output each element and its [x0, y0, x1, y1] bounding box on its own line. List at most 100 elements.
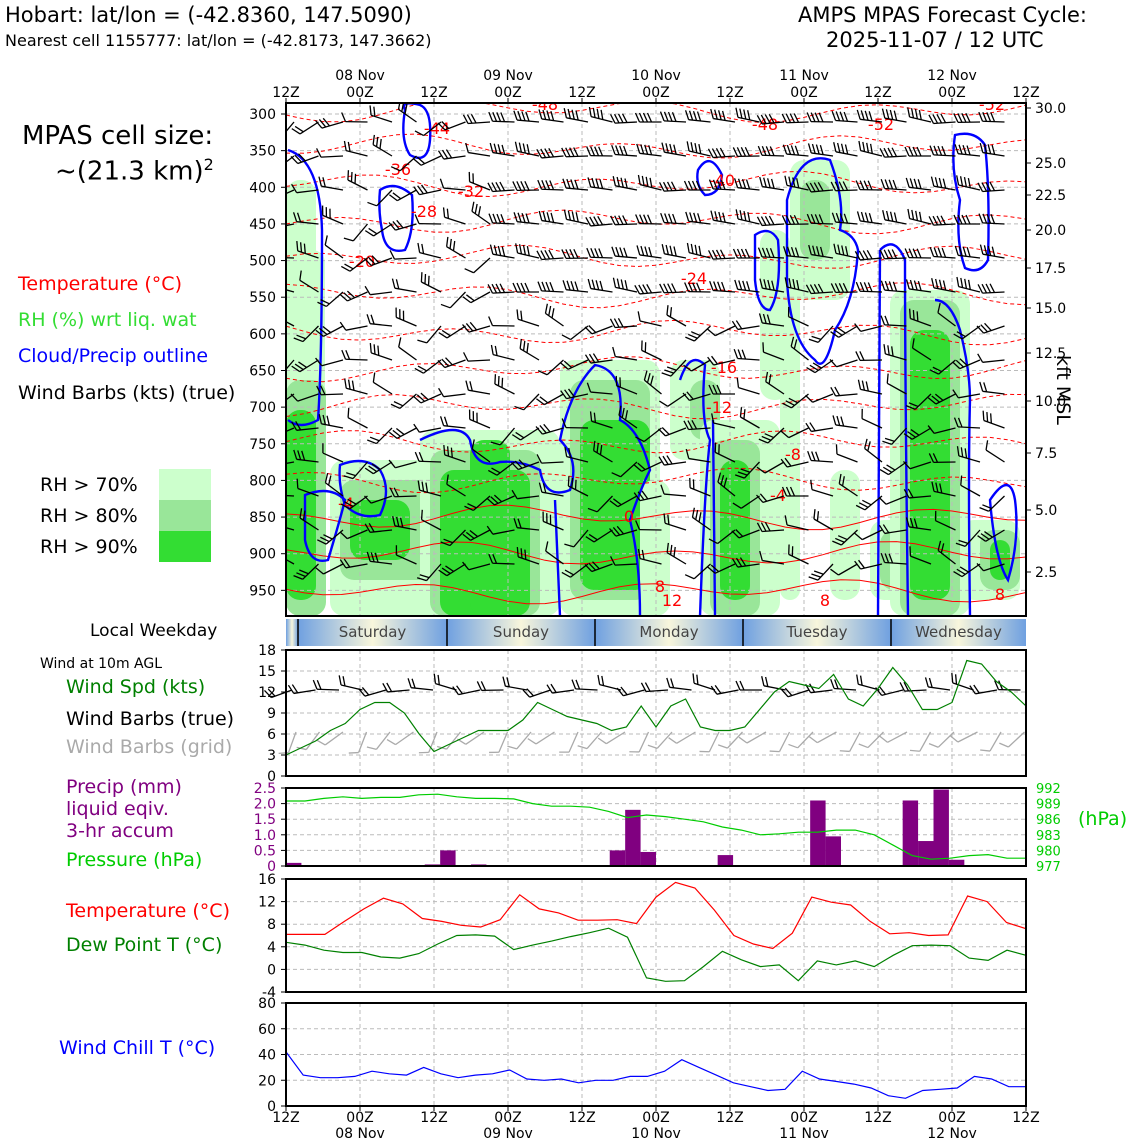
wind-barb [908, 308, 932, 327]
barb-feather [733, 178, 739, 188]
wind-barb [561, 248, 589, 260]
barb-staff [423, 121, 442, 137]
barb-feather [561, 571, 571, 578]
barb-feather [887, 345, 890, 356]
barb-feather [780, 458, 788, 468]
barb-feather [855, 180, 861, 190]
barb-feather [663, 111, 669, 122]
barb-staff [394, 257, 417, 260]
wind-barb [880, 178, 907, 191]
barb-feather [666, 455, 673, 465]
pressure-tick-label: 980 [1036, 844, 1061, 859]
barb-feather [985, 283, 992, 294]
barb-feather [437, 359, 446, 368]
barb-feather [624, 280, 628, 291]
barb-feather [690, 243, 694, 254]
barb-feather [326, 415, 330, 426]
barb-feather [615, 246, 620, 257]
barb-feather [462, 352, 469, 362]
barb-feather [761, 145, 767, 156]
wind-barb [807, 143, 834, 157]
rh-field [780, 270, 800, 600]
barb-feather [540, 148, 547, 158]
barb-feather [879, 249, 886, 260]
wind-barb [954, 245, 981, 259]
barb-feather [880, 315, 886, 326]
barb-feather [692, 110, 698, 121]
barb-feather [812, 245, 816, 256]
barb-feather [488, 316, 494, 326]
wind-barb [416, 563, 442, 582]
wind-barb [293, 563, 319, 580]
barb-feather [566, 178, 571, 189]
wind-barb [488, 316, 515, 327]
barb-feather [832, 540, 842, 546]
barb-staff [861, 529, 883, 541]
barb-feather [854, 250, 861, 261]
barb-feather [641, 340, 643, 351]
cell-size-value: ~(21.3 km)2 [55, 155, 214, 187]
barb-feather [977, 182, 984, 192]
barb-feather [814, 214, 820, 224]
barb-feather [907, 488, 914, 498]
barb-feather [888, 553, 894, 564]
barb-feather [854, 532, 863, 541]
barb-feather [515, 431, 525, 439]
barb-feather [538, 482, 543, 493]
barb-feather [756, 494, 764, 503]
barb-staff [960, 484, 981, 497]
wind-barb [734, 279, 760, 293]
barb-feather [785, 400, 795, 406]
barb-feather [979, 506, 989, 512]
barb-feather [622, 215, 628, 225]
barb-feather [931, 395, 940, 403]
precip-bar [609, 850, 626, 866]
barb-feather [638, 284, 645, 294]
barb-staff [717, 529, 736, 545]
barb-feather [417, 242, 421, 253]
barb-staff [983, 563, 1005, 572]
barb-feather [913, 178, 918, 189]
barb-feather [517, 518, 522, 529]
wind-barb [395, 545, 417, 565]
wind-barb [635, 520, 662, 531]
wind-barb [611, 461, 638, 478]
barb-feather [985, 440, 989, 451]
barb-feather [465, 142, 469, 153]
barb-feather [940, 113, 947, 124]
barb-feather [669, 544, 673, 555]
barb-feather [952, 389, 959, 399]
wind-barb [857, 379, 883, 395]
barb-feather [984, 322, 992, 332]
wind-barb [609, 113, 638, 124]
barb-feather [737, 471, 748, 476]
kft-tick-label: 2.5 [1035, 565, 1057, 581]
barb-feather [883, 249, 890, 259]
barb-feather [492, 553, 498, 564]
wind-barb [708, 384, 735, 395]
barb-feather [908, 308, 911, 319]
barb-feather [413, 395, 422, 404]
wind-barb [903, 427, 932, 440]
barb-feather [731, 558, 739, 568]
wind-barb [711, 413, 736, 429]
pressure-tick-label: 992 [1036, 782, 1061, 797]
barb-feather [757, 247, 763, 258]
barb-feather [916, 311, 919, 322]
barb-feather [419, 574, 430, 579]
bottom-hour-label: 00Z [790, 1110, 817, 1126]
barb-feather [541, 179, 547, 190]
wind-barb [904, 146, 931, 157]
wind-barb [905, 517, 932, 531]
barb-feather [320, 299, 330, 305]
barb-staff [320, 155, 344, 158]
barb-feather [536, 454, 543, 464]
barb-feather [838, 181, 845, 191]
barb-feather [956, 175, 960, 186]
precip-bar [948, 859, 965, 866]
cloud-outline [419, 363, 652, 616]
wind-barb [586, 247, 613, 259]
wind-barb [979, 142, 1005, 157]
cloud-outline [338, 459, 388, 518]
barb-feather [291, 684, 299, 694]
